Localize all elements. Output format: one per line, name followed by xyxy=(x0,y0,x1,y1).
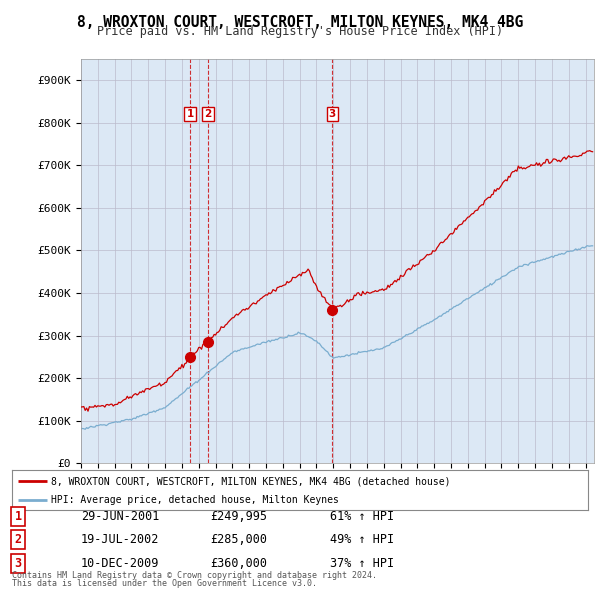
Text: HPI: Average price, detached house, Milton Keynes: HPI: Average price, detached house, Milt… xyxy=(51,494,339,504)
Text: 61% ↑ HPI: 61% ↑ HPI xyxy=(330,510,394,523)
Text: 37% ↑ HPI: 37% ↑ HPI xyxy=(330,557,394,570)
Text: This data is licensed under the Open Government Licence v3.0.: This data is licensed under the Open Gov… xyxy=(12,579,317,588)
Text: 1: 1 xyxy=(14,510,22,523)
Text: £249,995: £249,995 xyxy=(210,510,267,523)
Text: 29-JUN-2001: 29-JUN-2001 xyxy=(81,510,160,523)
Text: 8, WROXTON COURT, WESTCROFT, MILTON KEYNES, MK4 4BG (detached house): 8, WROXTON COURT, WESTCROFT, MILTON KEYN… xyxy=(51,476,451,486)
Text: 3: 3 xyxy=(329,109,336,119)
Text: 1: 1 xyxy=(187,109,194,119)
Text: 10-DEC-2009: 10-DEC-2009 xyxy=(81,557,160,570)
Text: 2: 2 xyxy=(14,533,22,546)
Text: £285,000: £285,000 xyxy=(210,533,267,546)
Text: 49% ↑ HPI: 49% ↑ HPI xyxy=(330,533,394,546)
Text: 2: 2 xyxy=(205,109,212,119)
Text: 8, WROXTON COURT, WESTCROFT, MILTON KEYNES, MK4 4BG: 8, WROXTON COURT, WESTCROFT, MILTON KEYN… xyxy=(77,15,523,30)
Text: 3: 3 xyxy=(14,557,22,570)
Text: 19-JUL-2002: 19-JUL-2002 xyxy=(81,533,160,546)
Text: Contains HM Land Registry data © Crown copyright and database right 2024.: Contains HM Land Registry data © Crown c… xyxy=(12,571,377,580)
Text: Price paid vs. HM Land Registry's House Price Index (HPI): Price paid vs. HM Land Registry's House … xyxy=(97,25,503,38)
Text: £360,000: £360,000 xyxy=(210,557,267,570)
